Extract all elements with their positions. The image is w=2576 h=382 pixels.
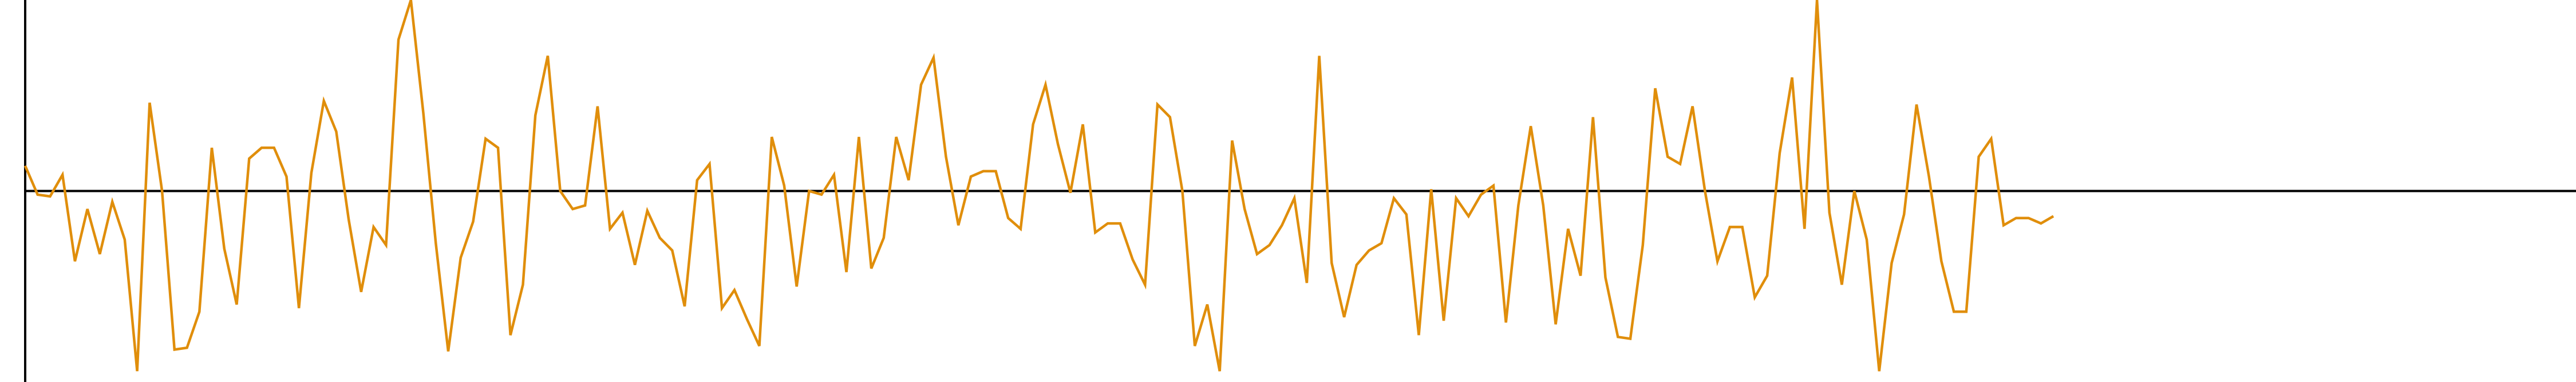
series-layer xyxy=(23,0,2055,372)
series-line-0 xyxy=(23,0,2055,372)
